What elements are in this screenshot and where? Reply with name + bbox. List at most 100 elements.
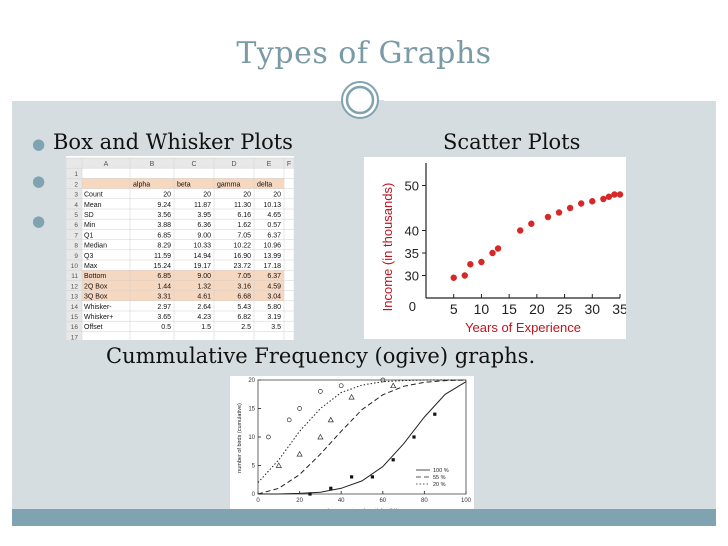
sheet-row-number: 6 [74, 222, 78, 229]
sheet-row-number-cell [66, 270, 82, 281]
ogive-marker-circle [338, 383, 344, 389]
sheet-cell-value: 23.72 [233, 263, 251, 270]
sheet-row-number: 17 [71, 334, 79, 340]
ogive-marker-circle [266, 434, 271, 440]
title-divider-left [12, 99, 344, 101]
sheet-row-number-cell [66, 239, 82, 250]
scatter-point [467, 261, 474, 268]
ogive-marker-triangle [348, 393, 355, 400]
title-divider-right [384, 99, 716, 101]
sheet-cell-value: 3.95 [197, 212, 211, 219]
scatter-point [494, 245, 502, 252]
sheet-cell-label: SD [84, 212, 94, 219]
scatter-point [616, 191, 624, 198]
sheet-row-highlight [82, 280, 284, 291]
ogive-x-tick-label: 40 [338, 498, 345, 504]
sheet-row-highlight [82, 270, 284, 281]
sheet-cell-value: 1.32 [197, 283, 211, 290]
scatter-point [478, 258, 485, 266]
scatter-y-axis-label: Income (in thousands) [380, 183, 395, 312]
sheet-cell-value: 10.22 [233, 243, 251, 250]
ogive-marker-circle [297, 406, 302, 411]
sheet-row-highlight [82, 290, 284, 301]
sheet-cell-value: 3.16 [237, 283, 251, 290]
spreadsheet-panel: A B C D E F 1 2 alpha beta gamma delta 3 Count 20 20 20 2… [65, 156, 295, 342]
sheet-cell-value: 4.65 [267, 212, 281, 219]
bottom-band [12, 509, 716, 526]
sheet-cell-value: 17.18 [263, 263, 281, 270]
sheet-cell-value: 9.00 [197, 273, 211, 280]
sheet-row-number-cell [66, 178, 82, 189]
scatter-point [461, 272, 468, 279]
scatter-chart: 5 10 15 20 25 30 35 30 35 40 50 0 Years of Experienc… [380, 163, 628, 335]
ogive-marker-filled [350, 475, 354, 479]
sheet-cell-value: 9.00 [197, 232, 211, 239]
sheet-cell-value: 3.04 [267, 294, 281, 301]
scatter-y-tick-label: 50 [405, 179, 419, 194]
sheet-cell-label: 2Q Box [84, 283, 108, 290]
sheet-cell-label: Offset [84, 324, 103, 331]
sheet-cell-value: 1.62 [237, 222, 251, 229]
ogive-y-tick-label: 15 [248, 407, 255, 413]
ogive-marker-filled [329, 486, 333, 490]
sheet-cell-label: Min [84, 222, 95, 229]
scatter-x-tick-label: 15 [501, 301, 517, 317]
sheet-row-number: 7 [74, 232, 78, 239]
sheet-row-number-cell [66, 188, 82, 199]
ogive-marker-circle [318, 389, 323, 394]
sheet-row-number-cell [66, 280, 82, 291]
sheet-cell-label: Bottom [84, 273, 106, 280]
sheet-cell-value: 10.33 [193, 243, 211, 250]
sheet-cell-value: 6.37 [267, 232, 281, 239]
scatter-x-tick-label: 30 [584, 301, 600, 317]
sheet-cell-value: 4.23 [197, 314, 211, 321]
sheet-row-number: 16 [71, 324, 79, 331]
sheet-cell-value: 10.13 [263, 202, 281, 209]
sheet-cell-value: 7.05 [237, 273, 251, 280]
ogive-marker-filled [370, 475, 374, 479]
sheet-cell-value: 0.5 [161, 324, 171, 331]
sheet-cell-value: 11.30 [234, 202, 251, 209]
sheet-row-number: 15 [71, 314, 79, 321]
sheet-row-number: 12 [71, 283, 79, 290]
sheet-cell-value: 6.85 [157, 232, 171, 239]
sheet-row-highlight [82, 178, 284, 189]
ogive-marker-triangle [317, 433, 324, 440]
scatter-point [611, 191, 618, 198]
ogive-y-tick-label: 20 [248, 378, 255, 384]
scatter-point [578, 200, 585, 207]
scatter-point [600, 195, 607, 203]
ogive-marker-filled [308, 492, 312, 496]
ogive-y-tick-label: 5 [252, 464, 256, 470]
sheet-cell-value: 3.88 [157, 222, 171, 229]
sheet-cell-value: 1.44 [157, 283, 171, 290]
sheet-cell-value: 19.17 [193, 263, 211, 270]
scatter-origin-label: 0 [409, 299, 416, 314]
sheet-row-number-cell [66, 290, 82, 301]
sheet-row-number-cell [66, 300, 82, 311]
sheet-cell-label: Max [84, 263, 98, 270]
sheet-row-number-cell [66, 249, 82, 260]
sheet-cell-value: 6.82 [237, 314, 251, 321]
ogive-legend-label: 100 % [433, 468, 449, 474]
sheet-row-number: 14 [71, 304, 79, 311]
sheet-row-number: 11 [71, 273, 78, 280]
sheet-cell-value: 1.5 [201, 324, 211, 331]
sheet-row-number: 5 [74, 212, 78, 219]
sheet-row-number: 9 [74, 253, 78, 260]
scatter-y-tick-label: 35 [405, 246, 419, 261]
scatter-point [566, 204, 574, 212]
circle-ornament-icon [341, 81, 379, 119]
sheet-row-number-cell [66, 219, 82, 230]
scatter-point [528, 220, 535, 227]
sheet-row-number-cell [66, 229, 82, 240]
ogive-series-line [257, 379, 467, 495]
sheet-row-number: 1 [74, 171, 78, 178]
scatter-x-axis-label: Years of Experience [465, 320, 581, 335]
sheet-header-row [66, 158, 294, 169]
sheet-cell-value: 11.87 [194, 202, 211, 209]
sheet-cell-value: 6.16 [237, 212, 251, 219]
sheet-row-number-cell [66, 331, 82, 342]
